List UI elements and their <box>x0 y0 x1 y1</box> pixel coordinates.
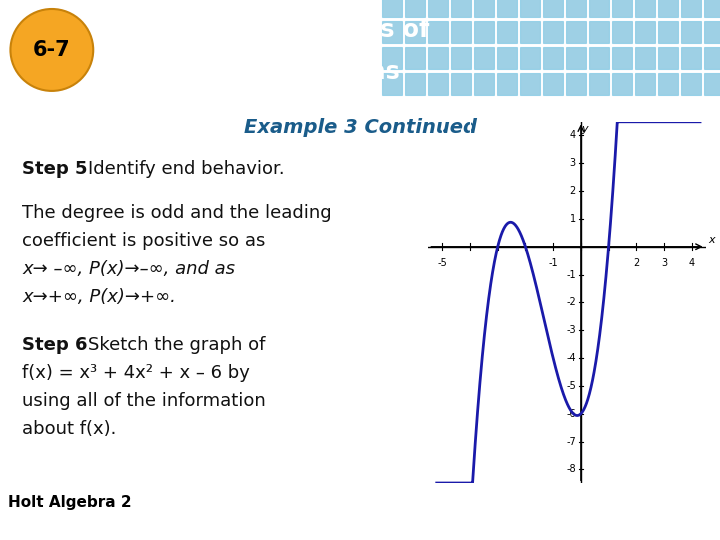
Text: x→ –∞, P(x)→–∞, and as: x→ –∞, P(x)→–∞, and as <box>22 260 235 278</box>
Bar <box>405 0 425 17</box>
Bar <box>635 47 655 69</box>
Text: Sketch the graph of: Sketch the graph of <box>88 336 266 354</box>
Bar <box>543 0 563 17</box>
Bar <box>474 0 494 17</box>
Bar <box>451 21 471 43</box>
Text: using all of the information: using all of the information <box>22 392 266 410</box>
Text: 2: 2 <box>633 258 639 268</box>
Text: -1: -1 <box>549 258 558 268</box>
Bar <box>635 73 655 95</box>
Bar <box>658 73 678 95</box>
Bar <box>612 73 632 95</box>
Text: -1: -1 <box>566 269 576 280</box>
Text: 6-7: 6-7 <box>33 40 71 60</box>
Bar <box>612 47 632 69</box>
Bar <box>428 0 448 17</box>
Text: Polynomial Functions: Polynomial Functions <box>115 60 400 84</box>
Text: Investigating Graphs of: Investigating Graphs of <box>115 18 430 42</box>
Text: -5: -5 <box>437 258 447 268</box>
Bar <box>658 0 678 17</box>
Bar <box>497 0 517 17</box>
Text: Example 3 Continued: Example 3 Continued <box>243 118 477 137</box>
Bar <box>474 73 494 95</box>
Bar <box>635 0 655 17</box>
Bar <box>451 0 471 17</box>
Text: x: x <box>708 235 715 245</box>
Text: 4: 4 <box>688 258 695 268</box>
Text: -2: -2 <box>566 298 576 307</box>
Bar <box>589 21 609 43</box>
Text: 2: 2 <box>570 186 576 196</box>
Bar <box>451 47 471 69</box>
Bar <box>405 47 425 69</box>
Text: -8: -8 <box>566 464 576 474</box>
Bar <box>520 73 540 95</box>
Bar <box>405 73 425 95</box>
Bar <box>566 21 586 43</box>
Bar <box>520 0 540 17</box>
Text: Step 6: Step 6 <box>22 336 88 354</box>
Bar <box>681 0 701 17</box>
Bar <box>474 21 494 43</box>
Text: coefficient is positive so as: coefficient is positive so as <box>22 232 266 250</box>
Bar <box>474 47 494 69</box>
Text: -4: -4 <box>566 353 576 363</box>
Bar <box>704 73 720 95</box>
Bar <box>497 21 517 43</box>
Text: -3: -3 <box>566 325 576 335</box>
Bar <box>428 73 448 95</box>
Text: Identify end behavior.: Identify end behavior. <box>88 160 284 178</box>
Bar <box>589 73 609 95</box>
Bar <box>566 0 586 17</box>
Bar <box>612 0 632 17</box>
Bar <box>704 21 720 43</box>
Bar <box>704 0 720 17</box>
Bar <box>520 47 540 69</box>
Text: -6: -6 <box>566 409 576 419</box>
Bar <box>382 21 402 43</box>
Bar <box>497 73 517 95</box>
Bar <box>704 47 720 69</box>
Bar <box>382 47 402 69</box>
Bar <box>382 73 402 95</box>
Bar <box>543 47 563 69</box>
Text: x→+∞, P(x)→+∞.: x→+∞, P(x)→+∞. <box>22 288 176 306</box>
Text: The degree is odd and the leading: The degree is odd and the leading <box>22 204 332 222</box>
Bar <box>382 0 402 17</box>
Bar <box>658 47 678 69</box>
Bar <box>589 47 609 69</box>
Text: y: y <box>581 124 588 134</box>
Text: 4: 4 <box>570 131 576 140</box>
Bar <box>589 0 609 17</box>
Bar <box>566 47 586 69</box>
Text: 3: 3 <box>570 158 576 168</box>
Bar <box>543 21 563 43</box>
Ellipse shape <box>10 9 94 91</box>
Text: Holt Algebra 2: Holt Algebra 2 <box>8 495 132 510</box>
Bar <box>520 21 540 43</box>
Bar <box>543 73 563 95</box>
Text: -7: -7 <box>566 436 576 447</box>
Bar <box>497 47 517 69</box>
Bar <box>566 73 586 95</box>
Text: -5: -5 <box>566 381 576 391</box>
Text: Step 5: Step 5 <box>22 160 88 178</box>
Text: Copyright © by Holt, Rinehart and Winston. All Rights Reserved.: Copyright © by Holt, Rinehart and Winsto… <box>192 523 528 533</box>
Bar <box>635 21 655 43</box>
Text: about f(x).: about f(x). <box>22 420 117 438</box>
Bar <box>428 47 448 69</box>
Bar <box>658 21 678 43</box>
Text: f(x) = x³ + 4x² + x – 6 by: f(x) = x³ + 4x² + x – 6 by <box>22 364 250 382</box>
Bar <box>428 21 448 43</box>
Bar <box>405 21 425 43</box>
Text: 1: 1 <box>570 214 576 224</box>
Bar <box>612 21 632 43</box>
Bar <box>681 73 701 95</box>
Text: 3: 3 <box>661 258 667 268</box>
Bar <box>681 47 701 69</box>
Bar <box>451 73 471 95</box>
Bar <box>681 21 701 43</box>
